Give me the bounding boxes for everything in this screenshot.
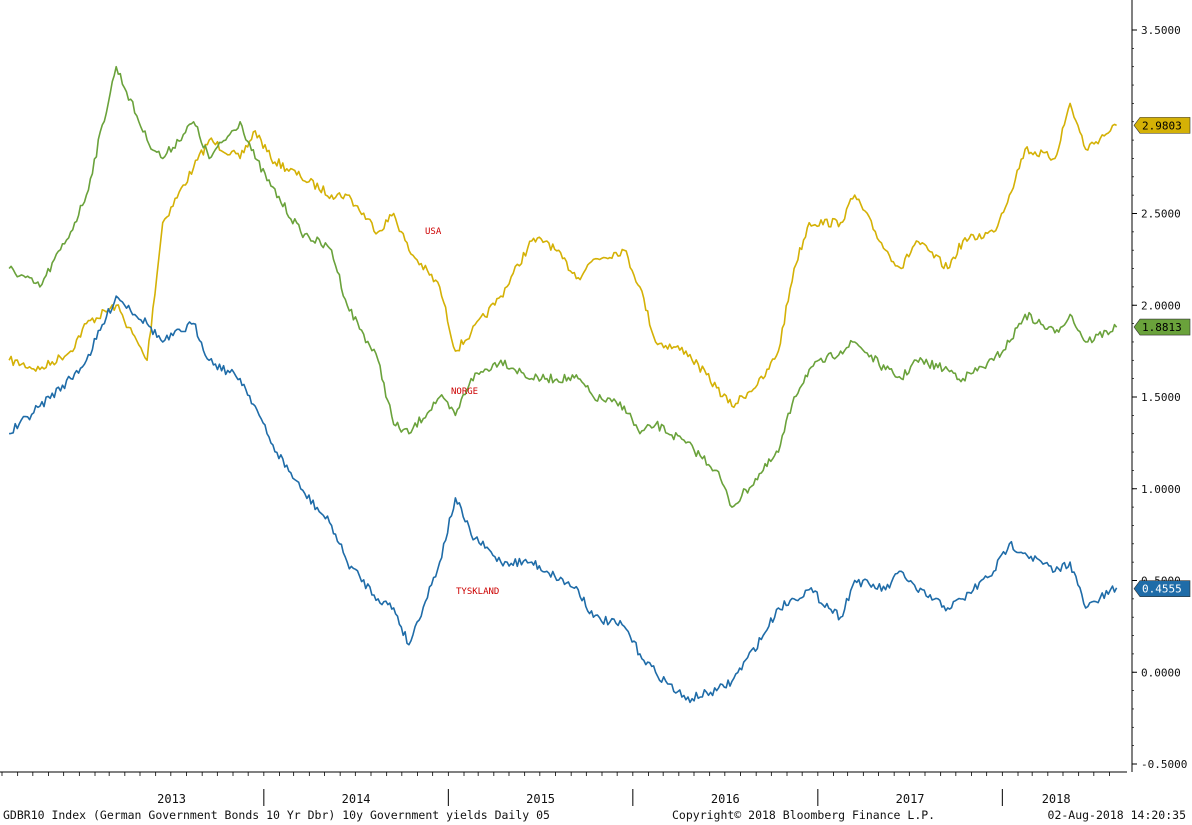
series-line-norge [8,65,1118,508]
x-year-label: 2015 [526,792,555,806]
series-line-tyskland [8,295,1118,704]
footer-index-description: GDBR10 Index (German Government Bonds 10… [3,808,550,822]
last-value-tag-usa: 2.9803 [1133,117,1191,134]
last-value-tag-text: 2.9803 [1142,119,1182,132]
last-value-tag-text: 0.4555 [1142,583,1182,596]
x-axis: 2013 2014 2015 2016 2017 2018 [0,771,1127,806]
last-value-tag-bg [1133,318,1191,336]
y-tick-label: 1.5000 [1141,391,1181,404]
y-tick-label: 2.5000 [1141,208,1181,221]
series-labels: USA NORGE TYSKLAND [425,227,499,597]
series-line-usa [8,102,1117,409]
x-year-label: 2013 [157,792,186,806]
line-chart: USA NORGE TYSKLAND 3.5000 2.5000 2.0000 1.500… [0,0,1191,806]
y-tick-label: 1.0000 [1141,483,1181,496]
last-value-tag-tyskland: 0.4555 [1133,580,1191,597]
y-tick-label: 2.0000 [1141,299,1181,312]
y-tick-label: 3.5000 [1141,24,1181,37]
last-value-tags: 2.9803 1.8813 0.4555 [1133,117,1191,597]
last-value-tag-bg [1133,580,1191,597]
plot-area [8,65,1118,704]
last-value-tag-bg [1133,117,1191,134]
series-label-norge: NORGE [451,387,478,397]
series-label-tyskland: TYSKLAND [456,587,499,597]
y-tick-label: -0.5000 [1141,758,1187,771]
x-year-label: 2018 [1042,792,1071,806]
y-tick-label: 0.0000 [1141,666,1181,679]
x-year-label: 2017 [896,792,925,806]
footer-timestamp: 02-Aug-2018 14:20:35 [1047,808,1186,822]
last-value-tag-text: 1.8813 [1142,321,1182,334]
last-value-tag-norge: 1.8813 [1133,318,1191,336]
y-axis: 3.50002.50002.00001.50001.00000.50000.00… [1131,0,1187,772]
series-label-usa: USA [425,227,442,237]
footer-copyright: Copyright© 2018 Bloomberg Finance L.P. [672,808,936,822]
x-year-label: 2016 [711,792,740,806]
x-year-label: 2014 [342,792,371,806]
